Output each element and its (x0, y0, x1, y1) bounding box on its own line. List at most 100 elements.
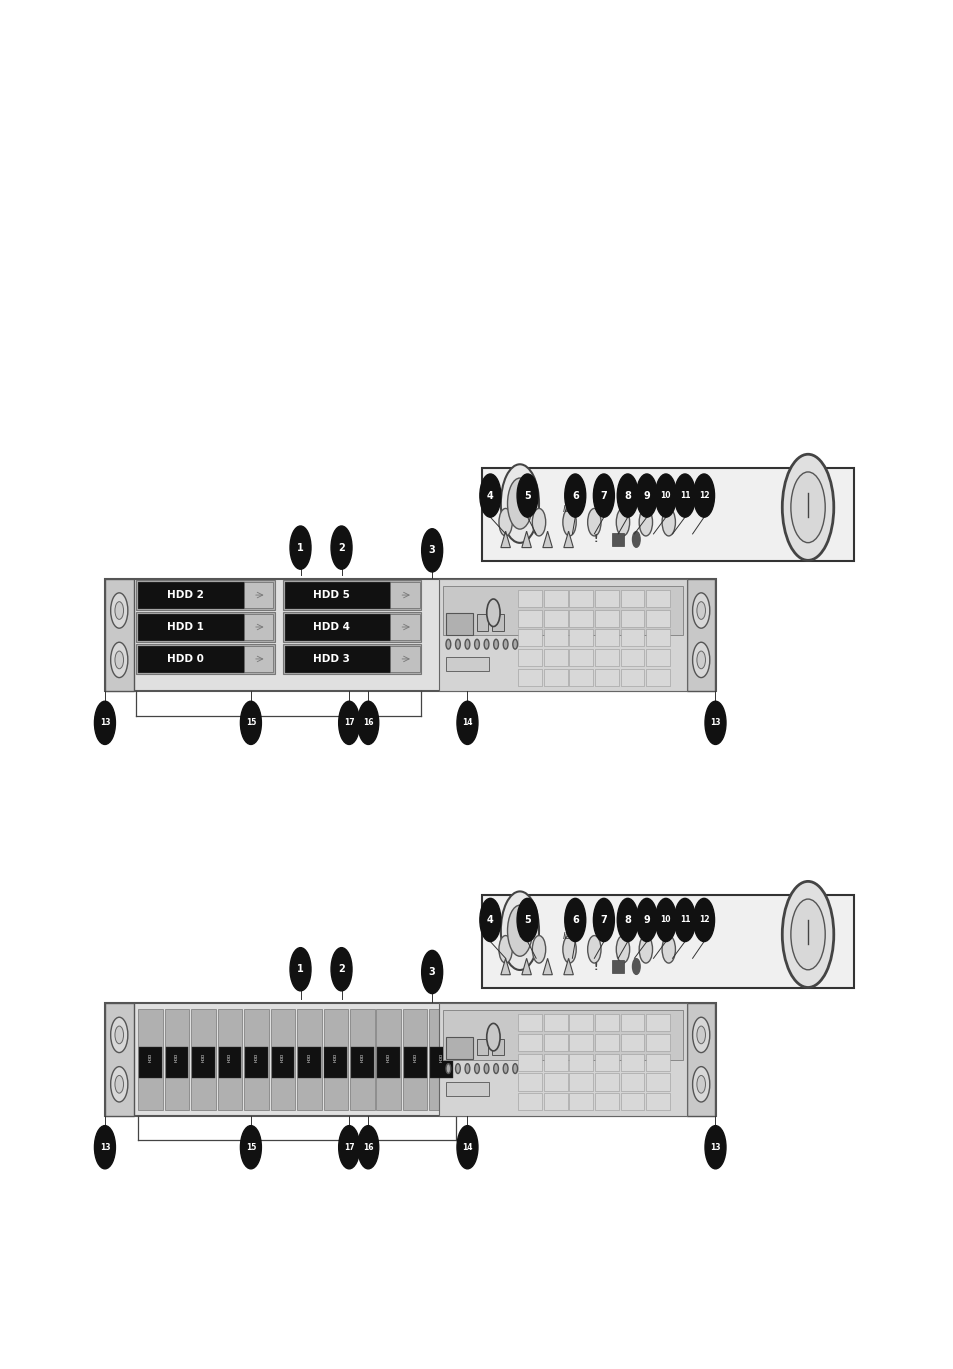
Text: 17: 17 (343, 719, 355, 727)
Text: HDD: HDD (334, 1053, 337, 1062)
Text: HDD 0: HDD 0 (167, 654, 204, 664)
Bar (243, 646, 273, 672)
Ellipse shape (587, 508, 600, 535)
Bar (390, 582, 419, 608)
Bar (297, 1047, 320, 1077)
Text: HDD: HDD (149, 1053, 152, 1062)
Ellipse shape (517, 898, 537, 942)
Bar (351, 1047, 374, 1077)
Text: 8: 8 (623, 490, 631, 501)
Bar (620, 609, 644, 627)
Bar (296, 1009, 321, 1110)
Text: 9: 9 (642, 914, 650, 925)
Text: HDD 5: HDD 5 (314, 590, 350, 600)
Ellipse shape (696, 602, 704, 619)
Text: HDD 2: HDD 2 (167, 590, 204, 600)
Ellipse shape (290, 526, 311, 570)
Text: HDD: HDD (228, 1053, 232, 1062)
Bar (595, 1094, 618, 1110)
Bar (377, 1047, 399, 1077)
Bar (139, 1047, 162, 1077)
Ellipse shape (111, 642, 128, 678)
Bar (543, 1034, 567, 1051)
Bar (218, 1047, 241, 1077)
Ellipse shape (593, 898, 614, 942)
Text: HDD: HDD (175, 1053, 179, 1062)
Bar (446, 1038, 473, 1060)
Bar (105, 579, 715, 691)
Ellipse shape (486, 1024, 499, 1051)
Bar (543, 1073, 567, 1091)
Bar (543, 669, 567, 686)
Ellipse shape (493, 1064, 497, 1073)
Ellipse shape (475, 1064, 478, 1073)
Ellipse shape (692, 642, 709, 678)
Ellipse shape (502, 639, 507, 649)
Text: HDD 3: HDD 3 (314, 654, 350, 664)
Ellipse shape (617, 898, 638, 942)
Text: ID: ID (562, 505, 572, 513)
Text: HDD: HDD (201, 1053, 205, 1062)
Text: 17: 17 (343, 1143, 355, 1151)
Ellipse shape (655, 898, 676, 942)
Bar (646, 1014, 669, 1031)
Ellipse shape (636, 474, 657, 517)
Polygon shape (521, 531, 531, 548)
Bar (282, 612, 421, 642)
Bar (138, 582, 243, 608)
Text: 10: 10 (659, 491, 671, 500)
Ellipse shape (475, 639, 478, 649)
Bar (595, 669, 618, 686)
Ellipse shape (446, 639, 451, 649)
Bar (543, 1094, 567, 1110)
Ellipse shape (661, 935, 675, 962)
Bar (191, 1009, 215, 1110)
Bar (284, 582, 390, 608)
Ellipse shape (632, 958, 639, 975)
Ellipse shape (240, 1125, 261, 1169)
Bar (390, 613, 419, 641)
Bar (646, 609, 669, 627)
Bar (446, 613, 473, 635)
Text: 7: 7 (599, 914, 607, 925)
Bar (620, 1014, 644, 1031)
Bar (282, 645, 421, 674)
Text: 12: 12 (698, 916, 709, 924)
Text: HDD: HDD (413, 1053, 416, 1062)
Ellipse shape (587, 935, 600, 962)
Text: 3: 3 (428, 545, 436, 556)
Ellipse shape (479, 898, 500, 942)
Ellipse shape (639, 935, 652, 962)
Bar (569, 1014, 593, 1031)
Text: 3: 3 (428, 967, 436, 977)
Ellipse shape (674, 898, 695, 942)
Text: 15: 15 (246, 1143, 255, 1151)
Bar (492, 1039, 503, 1055)
Ellipse shape (114, 1027, 124, 1043)
Text: 4: 4 (486, 490, 494, 501)
Text: HDD: HDD (280, 1053, 285, 1062)
Bar (543, 1054, 567, 1071)
Text: 14: 14 (461, 1143, 473, 1151)
Bar (481, 468, 853, 561)
Text: 5: 5 (523, 490, 531, 501)
Text: 2: 2 (337, 964, 345, 975)
Ellipse shape (636, 898, 657, 942)
Ellipse shape (696, 1076, 704, 1092)
Bar (569, 649, 593, 667)
Ellipse shape (639, 508, 652, 535)
Bar (350, 1009, 375, 1110)
Bar (595, 630, 618, 646)
Ellipse shape (616, 508, 629, 535)
Bar (403, 1047, 426, 1077)
Ellipse shape (357, 701, 378, 745)
Bar (569, 1094, 593, 1110)
Ellipse shape (331, 947, 352, 991)
Ellipse shape (114, 652, 124, 668)
Bar (476, 1039, 488, 1055)
Polygon shape (563, 531, 573, 548)
Ellipse shape (693, 898, 714, 942)
Ellipse shape (781, 882, 833, 987)
Ellipse shape (111, 1066, 128, 1102)
Ellipse shape (331, 526, 352, 570)
